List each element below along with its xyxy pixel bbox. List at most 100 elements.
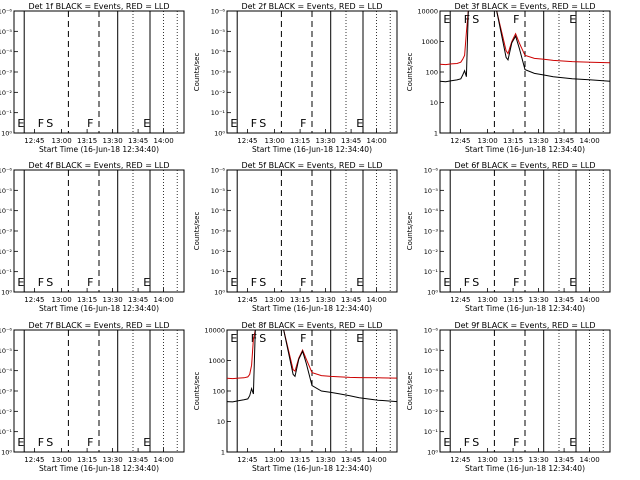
series-lld bbox=[439, 10, 611, 66]
x-tick-label: 13:45 bbox=[128, 137, 148, 145]
panel-det9f: Det 9f BLACK = Events, RED = LLD 10⁻⁶ 10⁻⁵… bbox=[406, 321, 611, 473]
x-tick-label: 14:00 bbox=[367, 296, 387, 304]
event-marker-letter: E bbox=[230, 117, 237, 130]
x-tick-label: 13:30 bbox=[316, 456, 336, 464]
y-tick-label: 10⁻⁴ bbox=[211, 207, 226, 215]
x-axis-label: Start Time (16-Jun-18 12:34:40) bbox=[39, 464, 159, 473]
y-tick-label: 10⁻⁵ bbox=[424, 187, 439, 195]
y-tick-label: 10⁻² bbox=[424, 408, 439, 416]
x-tick-label: 12:45 bbox=[237, 137, 257, 145]
event-marker-letter: S bbox=[259, 276, 266, 289]
event-marker-letter: E bbox=[230, 276, 237, 289]
y-tick-label: 10⁻² bbox=[0, 248, 12, 256]
series-events bbox=[226, 329, 398, 403]
event-marker-letter: F bbox=[300, 276, 306, 289]
x-tick-label: 12:45 bbox=[24, 456, 44, 464]
y-tick-label: 10⁻⁵ bbox=[0, 347, 12, 355]
y-tick-label: 10⁻⁶ bbox=[0, 167, 12, 175]
y-tick-label: 10⁻⁶ bbox=[211, 167, 226, 175]
y-tick-label: 10⁰ bbox=[214, 289, 225, 297]
x-tick-label: 13:15 bbox=[77, 137, 97, 145]
event-marker-letter: S bbox=[46, 436, 53, 449]
event-marker-letter: E bbox=[356, 332, 363, 345]
y-tick-label: 10⁻⁴ bbox=[0, 367, 12, 375]
y-axis-label: Counts/sec bbox=[406, 212, 414, 251]
x-tick-label: 14:00 bbox=[580, 456, 600, 464]
event-marker-letter: E bbox=[443, 276, 450, 289]
x-tick-label: 13:30 bbox=[529, 137, 549, 145]
y-tick-label: 1000 bbox=[421, 38, 438, 46]
y-tick-label: 10⁻¹ bbox=[211, 268, 226, 276]
x-tick-label: 13:15 bbox=[290, 137, 310, 145]
panel-title: Det 1f BLACK = Events, RED = LLD bbox=[28, 2, 169, 11]
y-tick-label: 10 bbox=[430, 99, 438, 107]
event-marker-letter: F bbox=[38, 436, 44, 449]
event-marker-letter: E bbox=[443, 436, 450, 449]
event-marker-letter: F bbox=[300, 117, 306, 130]
panel-title: Det 9f BLACK = Events, RED = LLD bbox=[454, 321, 595, 330]
y-tick-label: 10⁻⁶ bbox=[211, 8, 226, 16]
x-tick-label: 13:30 bbox=[529, 456, 549, 464]
event-marker-letter: E bbox=[569, 13, 576, 26]
panel-det3f: Det 3f BLACK = Events, RED = LLD 10000 100… bbox=[406, 2, 611, 154]
y-tick-label: 10⁻² bbox=[211, 89, 226, 97]
y-tick-label: 10⁰ bbox=[427, 289, 438, 297]
x-tick-label: 13:00 bbox=[478, 296, 498, 304]
y-axis-label: Counts/sec bbox=[193, 53, 201, 92]
x-tick-label: 13:00 bbox=[478, 137, 498, 145]
x-tick-label: 13:45 bbox=[341, 137, 361, 145]
panel-title: Det 4f BLACK = Events, RED = LLD bbox=[28, 161, 169, 170]
event-marker-letter: S bbox=[259, 332, 266, 345]
event-marker-letter: E bbox=[356, 276, 363, 289]
x-tick-label: 13:45 bbox=[128, 456, 148, 464]
y-tick-label: 10⁻³ bbox=[0, 69, 12, 77]
y-tick-label: 10⁻⁵ bbox=[0, 187, 12, 195]
x-axis-label: Start Time (16-Jun-18 12:34:40) bbox=[465, 464, 585, 473]
x-tick-label: 12:45 bbox=[237, 456, 257, 464]
y-tick-label: 10⁻⁶ bbox=[0, 327, 12, 335]
y-tick-label: 10⁻⁴ bbox=[211, 48, 226, 56]
event-marker-letter: E bbox=[443, 13, 450, 26]
x-tick-label: 13:15 bbox=[290, 456, 310, 464]
panel-det6f: Det 6f BLACK = Events, RED = LLD 10⁻⁶ 10⁻⁵… bbox=[406, 161, 611, 313]
panel-title: Det 6f BLACK = Events, RED = LLD bbox=[454, 161, 595, 170]
x-axis-label: Start Time (16-Jun-18 12:34:40) bbox=[252, 464, 372, 473]
x-tick-label: 13:15 bbox=[77, 296, 97, 304]
y-tick-label: 10 bbox=[217, 418, 225, 426]
y-tick-label: 10⁻⁵ bbox=[0, 28, 12, 36]
event-marker-letter: E bbox=[143, 117, 150, 130]
x-tick-label: 13:45 bbox=[554, 137, 574, 145]
panel-det4f: Det 4f BLACK = Events, RED = LLD 10⁻⁶ 10⁻⁵… bbox=[0, 161, 185, 313]
event-marker-letter: E bbox=[356, 117, 363, 130]
y-tick-label: 100 bbox=[213, 388, 225, 396]
panel-title: Det 2f BLACK = Events, RED = LLD bbox=[241, 2, 382, 11]
event-marker-letter: F bbox=[513, 436, 519, 449]
event-marker-letter: S bbox=[472, 276, 479, 289]
y-tick-label: 10⁻⁴ bbox=[424, 367, 439, 375]
event-marker-letter: F bbox=[38, 276, 44, 289]
x-tick-label: 12:45 bbox=[24, 137, 44, 145]
panel-det8f: Det 8f BLACK = Events, RED = LLD 10000 100… bbox=[193, 321, 398, 473]
event-marker-letter: S bbox=[259, 117, 266, 130]
event-marker-letter: E bbox=[17, 436, 24, 449]
event-marker-letter: F bbox=[87, 436, 93, 449]
x-tick-label: 14:00 bbox=[154, 296, 174, 304]
x-tick-label: 13:00 bbox=[265, 456, 285, 464]
event-marker-letter: S bbox=[46, 276, 53, 289]
x-tick-label: 12:45 bbox=[24, 296, 44, 304]
event-marker-letter: E bbox=[230, 332, 237, 345]
event-marker-letter: F bbox=[87, 276, 93, 289]
y-tick-label: 10⁻² bbox=[211, 248, 226, 256]
event-marker-letter: F bbox=[251, 276, 257, 289]
event-marker-letter: E bbox=[143, 276, 150, 289]
y-tick-label: 10⁻² bbox=[0, 89, 12, 97]
y-tick-label: 10⁻¹ bbox=[211, 109, 226, 117]
y-axis-label: Counts/sec bbox=[406, 372, 414, 411]
y-tick-label: 10⁻³ bbox=[0, 228, 12, 236]
panel-title: Det 8f BLACK = Events, RED = LLD bbox=[241, 321, 382, 330]
x-tick-label: 13:30 bbox=[103, 296, 123, 304]
panel-det1f: Det 1f BLACK = Events, RED = LLD 10⁻⁶ 10⁻⁵… bbox=[0, 2, 185, 154]
y-tick-label: 10⁰ bbox=[214, 130, 225, 138]
x-tick-label: 14:00 bbox=[580, 296, 600, 304]
event-marker-letter: F bbox=[87, 117, 93, 130]
